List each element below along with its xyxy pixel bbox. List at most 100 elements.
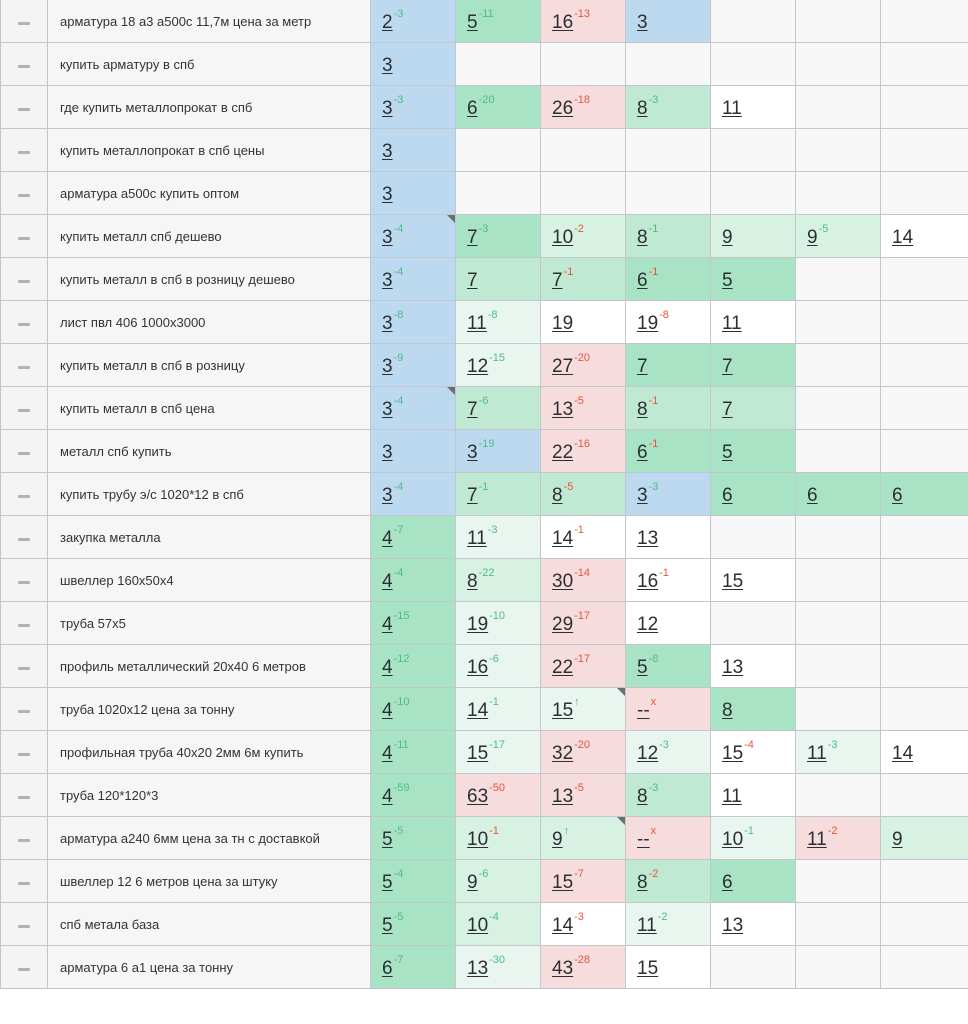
minus-icon[interactable] [18, 452, 30, 455]
position-link[interactable]: 8 [722, 700, 733, 721]
position-link[interactable]: 8 [637, 786, 648, 807]
minus-icon[interactable] [18, 280, 30, 283]
note-corner-icon[interactable] [447, 215, 455, 223]
note-corner-icon[interactable] [617, 817, 625, 825]
position-link[interactable]: 16 [552, 12, 574, 33]
position-link[interactable]: 4 [382, 700, 393, 721]
position-link[interactable]: 11 [722, 786, 742, 807]
position-link[interactable]: 14 [552, 915, 574, 936]
position-link[interactable]: 10 [467, 915, 489, 936]
minus-icon[interactable] [18, 667, 30, 670]
position-link[interactable]: 14 [892, 227, 914, 248]
minus-icon[interactable] [18, 538, 30, 541]
position-link[interactable]: 8 [637, 872, 648, 893]
position-link[interactable]: 6 [722, 872, 733, 893]
position-link[interactable]: 13 [722, 657, 744, 678]
minus-icon[interactable] [18, 409, 30, 412]
position-link[interactable]: 63 [467, 786, 489, 807]
position-link[interactable]: 3 [382, 98, 393, 119]
minus-icon[interactable] [18, 796, 30, 799]
position-link[interactable]: 7 [552, 270, 563, 291]
position-link[interactable]: 6 [467, 98, 478, 119]
position-link[interactable]: 3 [637, 12, 648, 33]
position-link[interactable]: 14 [467, 700, 489, 721]
position-link[interactable]: 3 [467, 442, 478, 463]
position-link[interactable]: 19 [552, 313, 574, 334]
position-link[interactable]: 9 [467, 872, 478, 893]
position-link[interactable]: 5 [467, 12, 478, 33]
position-link[interactable]: 15 [722, 743, 744, 764]
position-link[interactable]: 5 [382, 829, 393, 850]
position-link[interactable]: 5 [637, 657, 648, 678]
position-link[interactable]: 22 [552, 657, 574, 678]
position-link[interactable]: 29 [552, 614, 574, 635]
position-link[interactable]: 11 [722, 98, 742, 119]
position-link[interactable]: 10 [467, 829, 489, 850]
position-link[interactable]: 15 [552, 872, 574, 893]
position-link[interactable]: 15 [467, 743, 489, 764]
position-link[interactable]: 14 [552, 528, 574, 549]
position-link[interactable]: 10 [722, 829, 744, 850]
position-link[interactable]: 9 [892, 829, 903, 850]
position-link[interactable]: 12 [467, 356, 489, 377]
position-link[interactable]: 5 [722, 442, 733, 463]
position-link[interactable]: 5 [382, 915, 393, 936]
position-link[interactable]: 4 [382, 743, 393, 764]
position-link[interactable]: 5 [722, 270, 733, 291]
minus-icon[interactable] [18, 237, 30, 240]
position-link[interactable]: 16 [467, 657, 489, 678]
position-link[interactable]: 26 [552, 98, 574, 119]
position-link[interactable]: 4 [382, 614, 393, 635]
minus-icon[interactable] [18, 22, 30, 25]
position-link[interactable]: 4 [382, 571, 393, 592]
position-link[interactable]: 13 [552, 786, 574, 807]
minus-icon[interactable] [18, 581, 30, 584]
minus-icon[interactable] [18, 366, 30, 369]
minus-icon[interactable] [18, 323, 30, 326]
position-link[interactable]: 13 [467, 958, 489, 979]
position-link[interactable]: 12 [637, 743, 659, 764]
minus-icon[interactable] [18, 882, 30, 885]
position-link[interactable]: 3 [382, 141, 393, 162]
position-link[interactable]: 7 [467, 399, 478, 420]
position-link[interactable]: 15 [637, 958, 659, 979]
position-link[interactable]: 19 [637, 313, 659, 334]
position-link[interactable]: 8 [552, 485, 563, 506]
minus-icon[interactable] [18, 495, 30, 498]
position-link[interactable]: 14 [892, 743, 914, 764]
position-link[interactable]: 3 [382, 442, 393, 463]
position-link[interactable]: 13 [722, 915, 744, 936]
position-link[interactable]: 9 [722, 227, 733, 248]
position-link[interactable]: 5 [382, 872, 393, 893]
position-link[interactable]: 30 [552, 571, 574, 592]
position-link[interactable]: 11 [467, 528, 487, 549]
position-link[interactable]: 8 [637, 98, 648, 119]
position-link[interactable]: 8 [637, 227, 648, 248]
position-link[interactable]: 7 [467, 485, 478, 506]
position-link[interactable]: 32 [552, 743, 574, 764]
position-link[interactable]: 3 [382, 399, 393, 420]
minus-icon[interactable] [18, 194, 30, 197]
position-link[interactable]: 11 [807, 829, 827, 850]
position-link[interactable]: 7 [637, 356, 648, 377]
position-link[interactable]: 11 [467, 313, 487, 334]
position-link[interactable]: 7 [467, 270, 478, 291]
position-link[interactable]: 16 [637, 571, 659, 592]
position-link[interactable]: 12 [637, 614, 659, 635]
minus-icon[interactable] [18, 151, 30, 154]
position-link[interactable]: 3 [382, 356, 393, 377]
minus-icon[interactable] [18, 710, 30, 713]
position-link[interactable]: 7 [722, 356, 733, 377]
position-link[interactable]: 4 [382, 657, 393, 678]
position-link[interactable]: 9 [552, 829, 563, 850]
position-link[interactable]: 10 [552, 227, 574, 248]
note-corner-icon[interactable] [447, 387, 455, 395]
position-link[interactable]: 8 [637, 399, 648, 420]
position-link[interactable]: 3 [382, 55, 393, 76]
position-link[interactable]: -- [637, 700, 650, 721]
position-link[interactable]: 7 [722, 399, 733, 420]
minus-icon[interactable] [18, 968, 30, 971]
position-link[interactable]: 4 [382, 786, 393, 807]
position-link[interactable]: 6 [637, 442, 648, 463]
position-link[interactable]: 15 [722, 571, 744, 592]
